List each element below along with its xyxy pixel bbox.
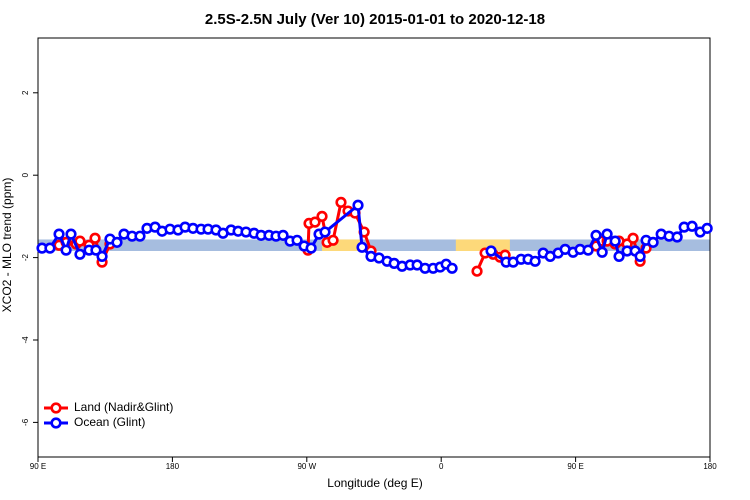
- x-tick-label: 90 W: [297, 462, 316, 471]
- data-point: [701, 222, 713, 234]
- data-point: [471, 265, 483, 277]
- y-axis-label: XCO2 - MLO trend (ppm): [0, 178, 14, 313]
- data-point: [53, 228, 65, 240]
- legend-label: Ocean (Glint): [74, 415, 145, 429]
- data-point: [65, 228, 77, 240]
- data-point: [90, 244, 102, 256]
- data-point: [590, 229, 602, 241]
- data-point: [89, 232, 101, 244]
- data-point: [671, 231, 683, 243]
- band: [322, 239, 363, 252]
- data-point: [352, 199, 364, 211]
- data-point: [634, 250, 646, 262]
- data-point: [647, 236, 659, 248]
- x-tick-label: 90 E: [30, 462, 46, 471]
- data-point: [291, 234, 303, 246]
- band: [455, 239, 510, 252]
- x-tick-label: 0: [439, 462, 444, 471]
- data-point: [74, 248, 86, 260]
- y-tick-label: -6: [21, 418, 30, 426]
- data-point: [96, 250, 108, 262]
- data-point: [319, 226, 331, 238]
- data-point: [627, 232, 639, 244]
- data-point: [686, 220, 698, 232]
- x-axis-label: Longitude (deg E): [327, 476, 422, 490]
- data-point: [596, 246, 608, 258]
- legend-marker: [50, 402, 62, 414]
- chart-title: 2.5S-2.5N July (Ver 10) 2015-01-01 to 20…: [205, 11, 545, 28]
- x-tick-label: 90 E: [567, 462, 583, 471]
- data-point: [446, 262, 458, 274]
- data-point: [277, 229, 289, 241]
- band: [38, 239, 710, 252]
- y-tick-label: -2: [21, 253, 30, 261]
- legend-label: Land (Nadir&Glint): [74, 400, 173, 414]
- data-point: [609, 235, 621, 247]
- x-tick-label: 180: [703, 462, 717, 471]
- data-point: [582, 244, 594, 256]
- data-point: [134, 230, 146, 242]
- data-point: [356, 241, 368, 253]
- y-tick-label: -4: [21, 336, 30, 344]
- data-point: [327, 234, 339, 246]
- data-point: [111, 236, 123, 248]
- data-point: [613, 250, 625, 262]
- y-tick-label: 2: [21, 90, 30, 95]
- data-point: [305, 242, 317, 254]
- y-tick-label: 0: [21, 172, 30, 177]
- data-point: [601, 228, 613, 240]
- data-point: [44, 242, 56, 254]
- data-point: [316, 210, 328, 222]
- x-tick-label: 180: [166, 462, 180, 471]
- data-point: [335, 196, 347, 208]
- data-point: [485, 245, 497, 257]
- data-point: [529, 255, 541, 267]
- legend-marker: [50, 417, 62, 429]
- data-point: [60, 244, 72, 256]
- data-point: [309, 216, 321, 228]
